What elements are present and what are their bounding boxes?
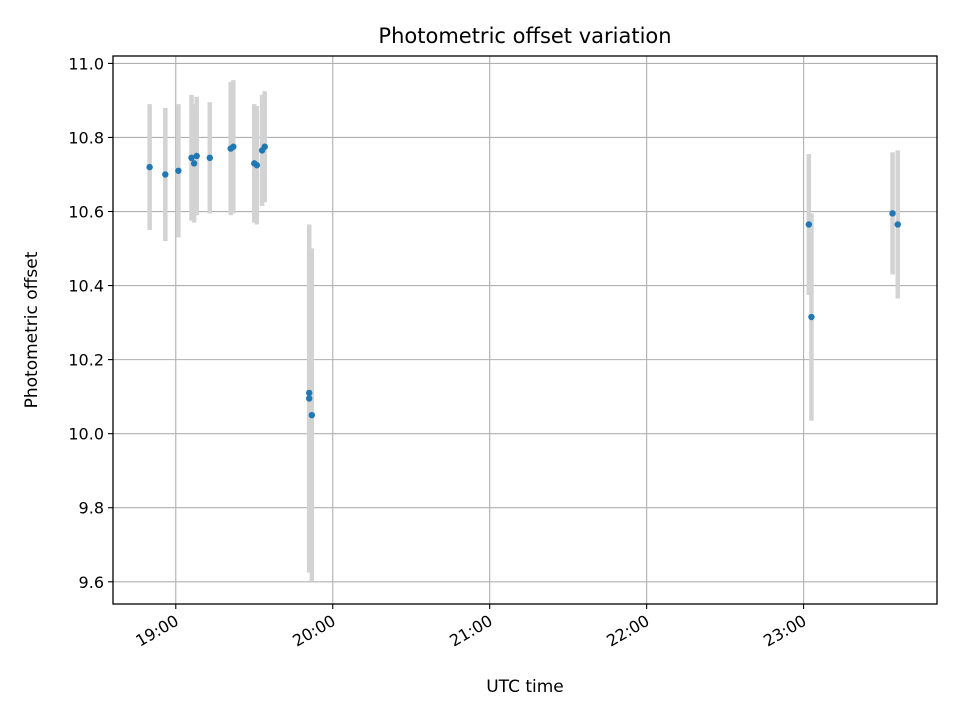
data-point: [261, 143, 268, 150]
data-point: [188, 154, 195, 162]
data-points: [146, 143, 901, 419]
data-point: [146, 163, 153, 171]
data-point: [190, 160, 198, 167]
y-tick-label: 9.6: [79, 573, 104, 592]
y-tick-label: 10.8: [68, 128, 104, 147]
grid: [113, 56, 937, 604]
data-point: [193, 152, 200, 160]
data-point: [175, 167, 182, 174]
data-point: [805, 221, 813, 228]
data-point: [305, 389, 313, 397]
x-axis-label: UTC time: [486, 677, 564, 697]
plot-frame: [112, 55, 938, 605]
y-tick-label: 10.2: [68, 351, 104, 370]
y-tick-label: 11.0: [68, 54, 104, 73]
chart-title: Photometric offset variation: [378, 24, 671, 48]
data-point: [162, 171, 169, 178]
y-tick-label: 10.4: [68, 277, 104, 296]
data-point: [230, 143, 237, 150]
data-point: [305, 395, 313, 402]
data-point: [308, 411, 316, 419]
y-tick-label: 10.0: [68, 425, 104, 444]
y-axis-label: Photometric offset: [22, 251, 42, 408]
y-tick-label: 10.6: [68, 203, 104, 222]
data-point: [889, 210, 896, 217]
y-axis-ticks: 9.6 9.8 10.0 10.2 10.4 10.6 10.8 11.0: [68, 54, 113, 592]
data-point: [808, 313, 815, 321]
data-point: [894, 221, 901, 228]
y-tick-label: 9.8: [79, 499, 104, 518]
data-point: [206, 154, 213, 162]
data-point: [253, 162, 261, 169]
